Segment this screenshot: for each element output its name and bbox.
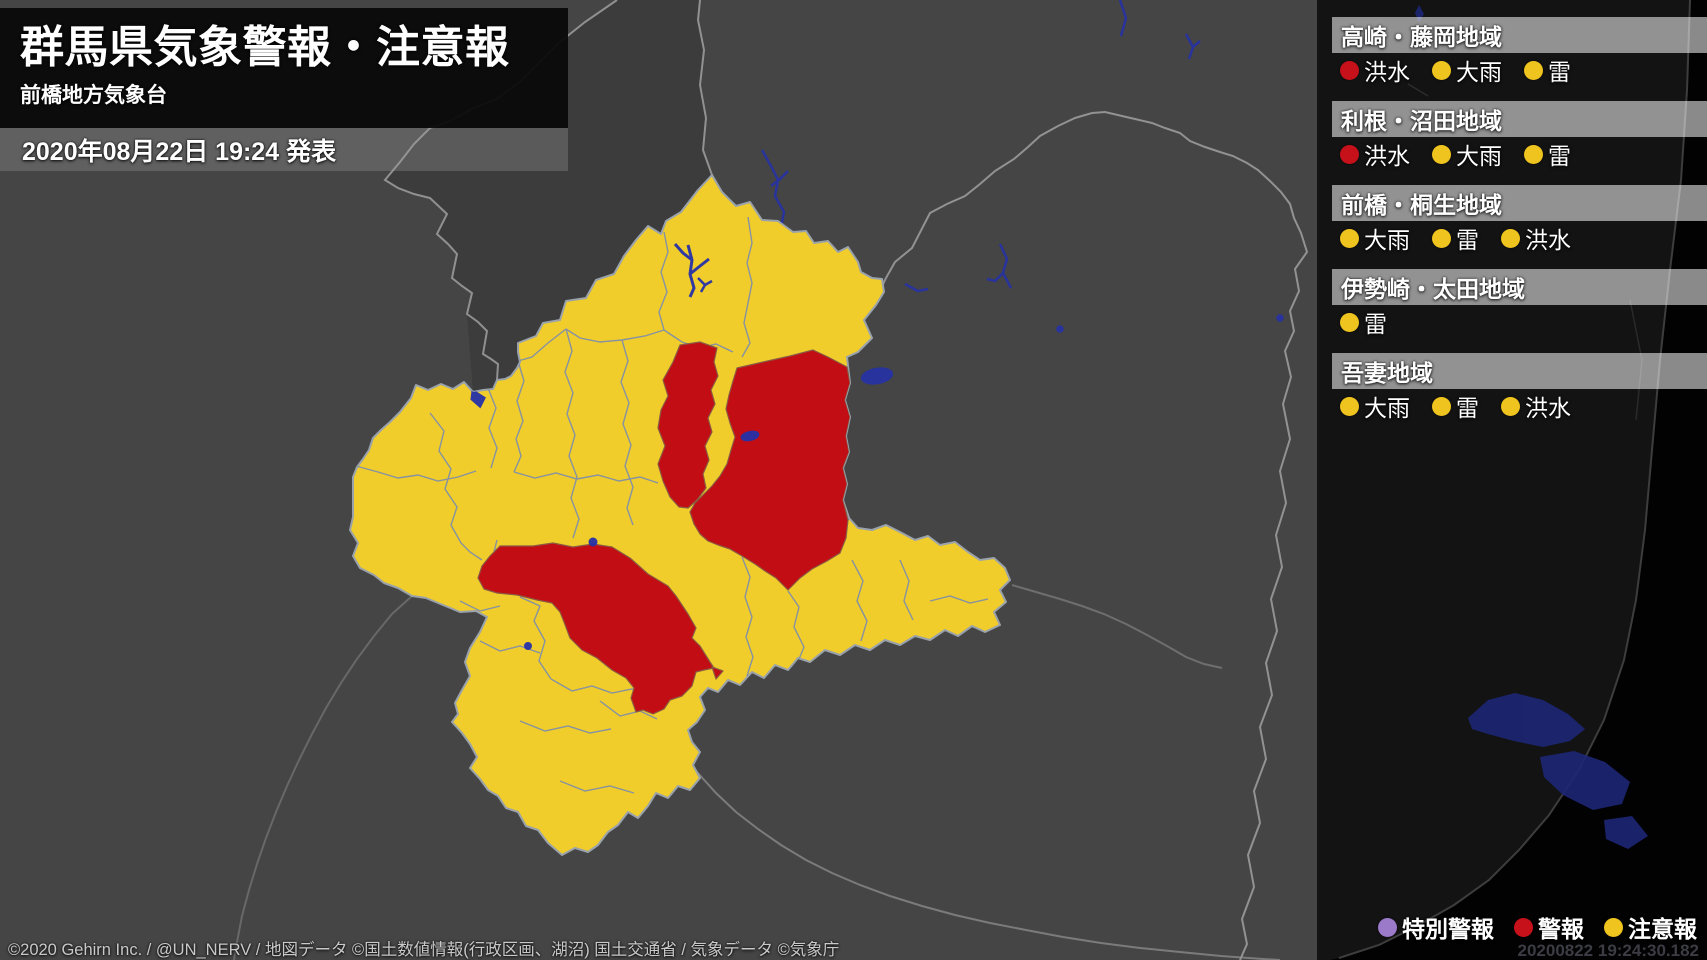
warning-item: 大雨: [1340, 389, 1410, 423]
warning-label: 大雨: [1364, 395, 1410, 421]
warning-level-dot: [1524, 60, 1543, 80]
warning-item: 雷: [1524, 137, 1571, 171]
region-name: 前橋・桐生地域: [1332, 185, 1707, 221]
warning-level-dot: [1340, 228, 1359, 248]
region-warnings: 大雨 雷 洪水: [1340, 389, 1707, 423]
lakes-inside-prefecture: [470, 243, 760, 650]
copyright-attribution: ©2020 Gehirn Inc. / @UN_NERV / 地図データ ©国土…: [8, 941, 840, 959]
warning-label: 雷: [1456, 395, 1479, 421]
legend-label: 警報: [1538, 916, 1584, 942]
emergency-warning-dot: [1378, 917, 1397, 937]
region-warnings: 洪水 大雨 雷: [1340, 137, 1707, 171]
issued-datetime: 2020年08月22日 19:24 発表: [0, 128, 568, 171]
title-box: 群馬県気象警報・注意報 前橋地方気象台: [0, 8, 568, 128]
warning-item: 洪水: [1340, 53, 1410, 87]
region-name: 伊勢崎・太田地域: [1332, 269, 1707, 305]
warning-dot: [1514, 917, 1533, 937]
warning-level-dot: [1340, 312, 1359, 332]
warning-level-dot: [1432, 144, 1451, 164]
warning-item: 洪水: [1501, 389, 1571, 423]
warning-label: 大雨: [1364, 227, 1410, 253]
warning-label: 雷: [1548, 143, 1571, 169]
warning-label: 大雨: [1456, 143, 1502, 169]
warning-item: 雷: [1524, 53, 1571, 87]
warning-item: 大雨: [1432, 53, 1502, 87]
warning-level-dot: [1501, 396, 1520, 416]
region-warnings: 洪水 大雨 雷: [1340, 53, 1707, 87]
region-block-maebashi-kiryu: 前橋・桐生地域 大雨 雷 洪水: [1332, 185, 1707, 255]
issuing-office: 前橋地方気象台: [20, 84, 167, 107]
warning-item: 洪水: [1340, 137, 1410, 171]
warning-label: 雷: [1456, 227, 1479, 253]
warning-level-dot: [1432, 228, 1451, 248]
sidebar-panel-background: [1317, 0, 1707, 960]
warning-level-dot: [1432, 60, 1451, 80]
warning-label: 洪水: [1525, 227, 1571, 253]
warning-item: 雷: [1432, 221, 1479, 255]
warning-label: 洪水: [1364, 59, 1410, 85]
warning-label: 洪水: [1364, 143, 1410, 169]
region-block-tone-numata: 利根・沼田地域 洪水 大雨 雷: [1332, 101, 1707, 171]
warning-level-dot: [1432, 396, 1451, 416]
render-timestamp: 20200822 19:24:30.182: [1517, 941, 1700, 960]
legend-label: 注意報: [1628, 916, 1697, 942]
warning-level-dot: [1340, 60, 1359, 80]
legend-label: 特別警報: [1402, 916, 1494, 942]
kasumigaura-lakes: [1415, 5, 1648, 849]
region-warning-panel: 高崎・藤岡地域 洪水 大雨 雷 利根・沼田地域 洪水 大雨 雷 前橋・桐生地域 …: [1317, 0, 1707, 960]
warning-item: 雷: [1340, 305, 1387, 339]
region-block-agatsuma: 吾妻地域 大雨 雷 洪水: [1332, 353, 1707, 423]
warning-level-dot: [1340, 396, 1359, 416]
warning-level-legend: 特別警報 警報 注意報: [1378, 910, 1697, 944]
region-warnings: 雷: [1340, 305, 1707, 339]
warning-item: 大雨: [1432, 137, 1502, 171]
region-name: 吾妻地域: [1332, 353, 1707, 389]
warning-level-dot: [1340, 144, 1359, 164]
warning-label: 洪水: [1525, 395, 1571, 421]
warning-label: 雷: [1364, 311, 1387, 337]
advisory-dot: [1604, 917, 1623, 937]
warning-level-dot: [1501, 228, 1520, 248]
prefecture-border-lines: [233, 0, 1309, 960]
flood-warning-area-tone-numata: [689, 349, 851, 591]
region-block-isesaki-ota: 伊勢崎・太田地域 雷: [1332, 269, 1707, 339]
warning-item: 洪水: [1501, 221, 1571, 255]
region-warnings: 大雨 雷 洪水: [1340, 221, 1707, 255]
flood-warning-area-fragment: [711, 666, 724, 680]
warning-level-dot: [1524, 144, 1543, 164]
flood-warning-area-takasaki: [477, 542, 715, 715]
warning-item: 大雨: [1340, 221, 1410, 255]
warning-label: 雷: [1548, 59, 1571, 85]
legend-item: 特別警報: [1378, 910, 1494, 944]
warning-label: 大雨: [1456, 59, 1502, 85]
legend-item: 警報: [1514, 910, 1584, 944]
region-name: 高崎・藤岡地域: [1332, 17, 1707, 53]
legend-item: 注意報: [1604, 910, 1697, 944]
flood-warning-area-numata-strip: [657, 341, 719, 509]
warning-item: 雷: [1432, 389, 1479, 423]
region-block-takasaki-fujioka: 高崎・藤岡地域 洪水 大雨 雷: [1332, 17, 1707, 87]
region-name: 利根・沼田地域: [1332, 101, 1707, 137]
page-title: 群馬県気象警報・注意報: [20, 23, 510, 72]
